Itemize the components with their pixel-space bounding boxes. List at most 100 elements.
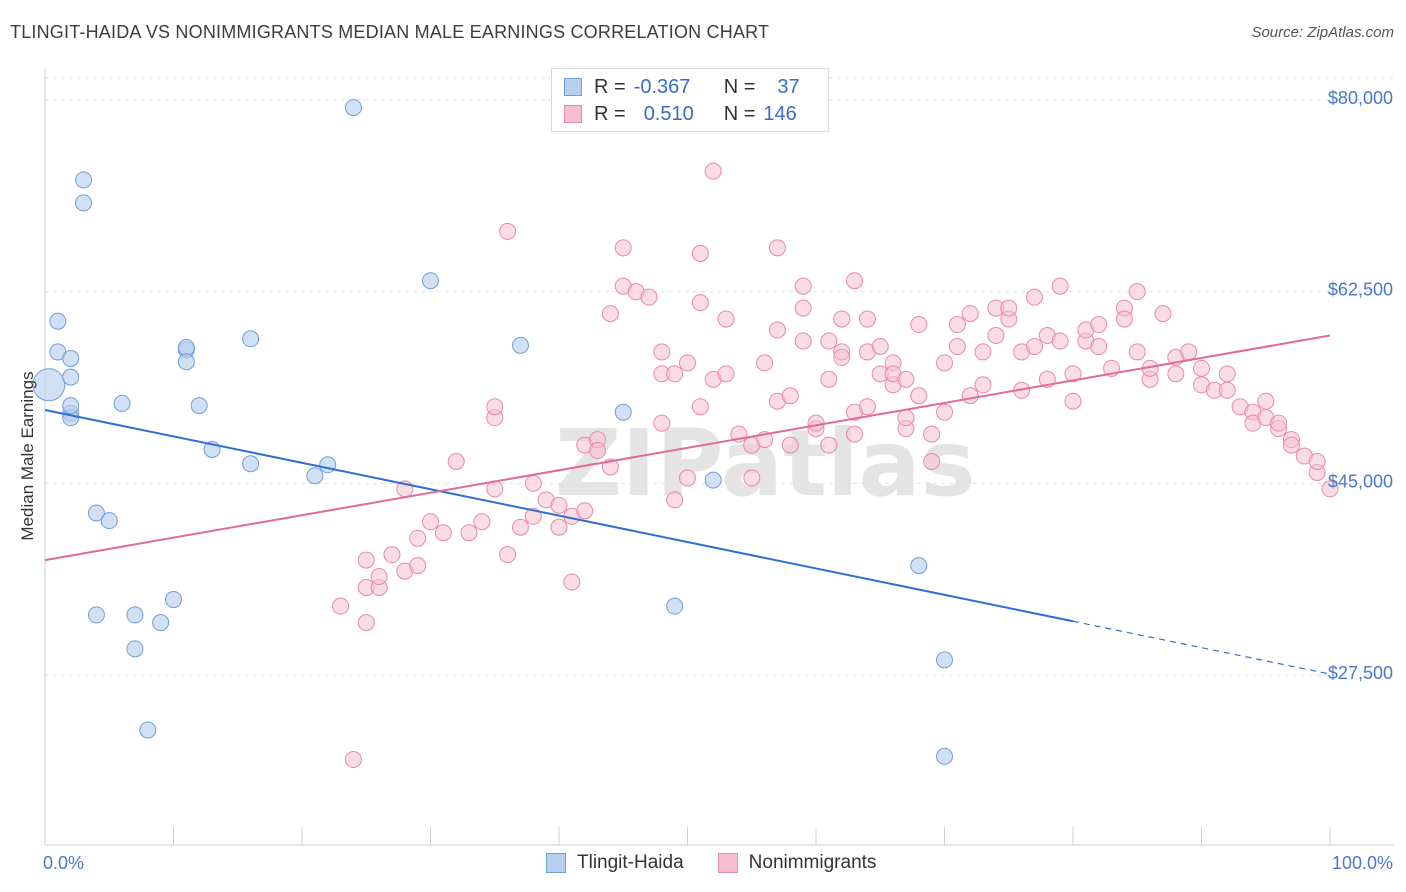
legend-square-pink	[717, 853, 738, 873]
nonimmigrants-point	[1051, 332, 1069, 350]
nonimmigrants-point	[357, 551, 375, 569]
tlingit-haida-point	[177, 339, 195, 357]
nonimmigrants-point	[794, 277, 812, 295]
correlation-legend: R = -0.367 N = 37 R = 0.510 N = 146	[551, 68, 829, 132]
nonimmigrants-point	[910, 387, 928, 405]
nonimmigrants-point	[897, 370, 915, 388]
tlingit-haida-point	[666, 597, 684, 615]
tlingit-haida-point	[165, 591, 182, 609]
legend-item-tlingit-haida: Tlingit-Haida	[546, 852, 684, 874]
legend-swatch-pink	[564, 105, 582, 123]
tlingit-haida-point	[32, 368, 66, 402]
y-tick-label: $45,000	[1328, 471, 1393, 491]
tlingit-haida-point	[910, 557, 928, 575]
nonimmigrants-point	[1128, 283, 1146, 301]
nonimmigrants-point	[846, 425, 864, 443]
nonimmigrants-point	[409, 557, 427, 575]
nonimmigrants-point	[1308, 453, 1326, 470]
legend-r-value: -0.367	[633, 75, 691, 98]
nonimmigrants-point	[499, 222, 517, 240]
nonimmigrants-point	[1064, 392, 1082, 410]
nonimmigrants-point	[717, 365, 735, 383]
nonimmigrants-point	[1321, 480, 1339, 498]
tlingit-haida-point	[936, 651, 953, 669]
legend-r-label: R =	[594, 75, 626, 98]
nonimmigrants-point	[499, 546, 517, 564]
nonimmigrants-point	[1282, 436, 1300, 454]
y-tick-label: $80,000	[1328, 88, 1393, 108]
nonimmigrants-point	[589, 442, 607, 460]
chart-title: TLINGIT-HAIDA VS NONIMMIGRANTS MEDIAN MA…	[10, 22, 770, 42]
legend-n-label: N =	[723, 102, 756, 125]
nonimmigrants-point	[948, 316, 966, 334]
tlingit-haida-point	[242, 330, 260, 348]
legend-n-value: 37	[777, 75, 800, 98]
nonimmigrants-point	[422, 513, 439, 531]
tlingit-haida-point	[49, 312, 67, 330]
nonimmigrants-point	[717, 310, 735, 328]
nonimmigrants-point	[1257, 392, 1275, 410]
tlingit-haida-trend-extension	[1072, 620, 1331, 675]
nonimmigrants-point	[1218, 365, 1236, 383]
x-tick-label: 0.0%	[43, 853, 84, 873]
legend-n-label: N =	[723, 75, 756, 98]
nonimmigrants-point	[794, 299, 812, 317]
nonimmigrants-point	[332, 597, 350, 615]
tlingit-haida-point	[113, 394, 131, 412]
nonimmigrants-point	[1167, 365, 1185, 383]
nonimmigrants-point	[768, 239, 786, 257]
tlingit-haida-point	[126, 640, 144, 658]
nonimmigrants-point	[1090, 337, 1108, 355]
nonimmigrants-point	[1025, 337, 1043, 355]
x-tick-label: 100.0%	[1332, 853, 1393, 873]
nonimmigrants-point	[781, 436, 799, 454]
nonimmigrants-point	[1051, 277, 1069, 295]
nonimmigrants-point	[858, 310, 876, 328]
nonimmigrants-point	[524, 507, 542, 525]
nonimmigrants-point	[1270, 414, 1288, 432]
nonimmigrants-point	[679, 469, 696, 487]
nonimmigrants-point	[1000, 299, 1018, 317]
nonimmigrants-point	[409, 529, 427, 547]
nonimmigrants-point	[563, 573, 581, 591]
tlingit-haida-point	[936, 747, 953, 765]
nonimmigrants-point	[357, 614, 375, 632]
legend-row-nonimmigrants: R = 0.510 N = 146	[564, 102, 797, 126]
nonimmigrants-point	[1090, 316, 1108, 334]
tlingit-haida-point	[75, 171, 93, 189]
nonimmigrants-point	[1064, 365, 1082, 383]
nonimmigrants-point	[370, 568, 388, 586]
nonimmigrants-point	[910, 316, 928, 334]
nonimmigrants-point	[768, 321, 786, 339]
nonimmigrants-point	[1180, 343, 1198, 361]
source-label: Source: ZipAtlas.com	[1251, 24, 1394, 41]
nonimmigrants-point	[936, 354, 953, 372]
legend-r-label: R =	[594, 102, 626, 125]
nonimmigrants-point	[871, 337, 889, 355]
axes	[44, 68, 1394, 846]
nonimmigrants-point	[923, 453, 941, 470]
nonimmigrants-point	[653, 414, 671, 432]
nonimmigrants-point	[781, 387, 799, 405]
tlingit-haida-point	[704, 471, 722, 489]
nonimmigrants-point	[511, 518, 529, 536]
tlingit-haida-point	[87, 504, 105, 522]
y-tick-label: $62,500	[1328, 280, 1393, 300]
nonimmigrants-point	[974, 343, 992, 361]
nonimmigrants-point	[858, 398, 876, 416]
nonimmigrants-point	[961, 387, 979, 405]
nonimmigrants-point	[807, 414, 825, 432]
nonimmigrants-point	[936, 403, 953, 421]
tlingit-haida-point	[344, 99, 362, 117]
legend-row-tlingit-haida: R = -0.367 N = 37	[564, 75, 800, 99]
nonimmigrants-point	[434, 524, 452, 542]
nonimmigrants-point	[974, 376, 992, 394]
nonimmigrants-point	[691, 244, 709, 262]
series-legend: Tlingit-Haida Nonimmigrants	[546, 852, 910, 874]
nonimmigrants-point	[679, 354, 696, 372]
nonimmigrants-point	[846, 272, 864, 290]
nonimmigrants-point	[743, 469, 761, 487]
nonimmigrants-point	[1128, 343, 1146, 361]
y-axis-label: Median Male Earnings	[18, 371, 37, 540]
tlingit-haida-point	[75, 194, 93, 212]
